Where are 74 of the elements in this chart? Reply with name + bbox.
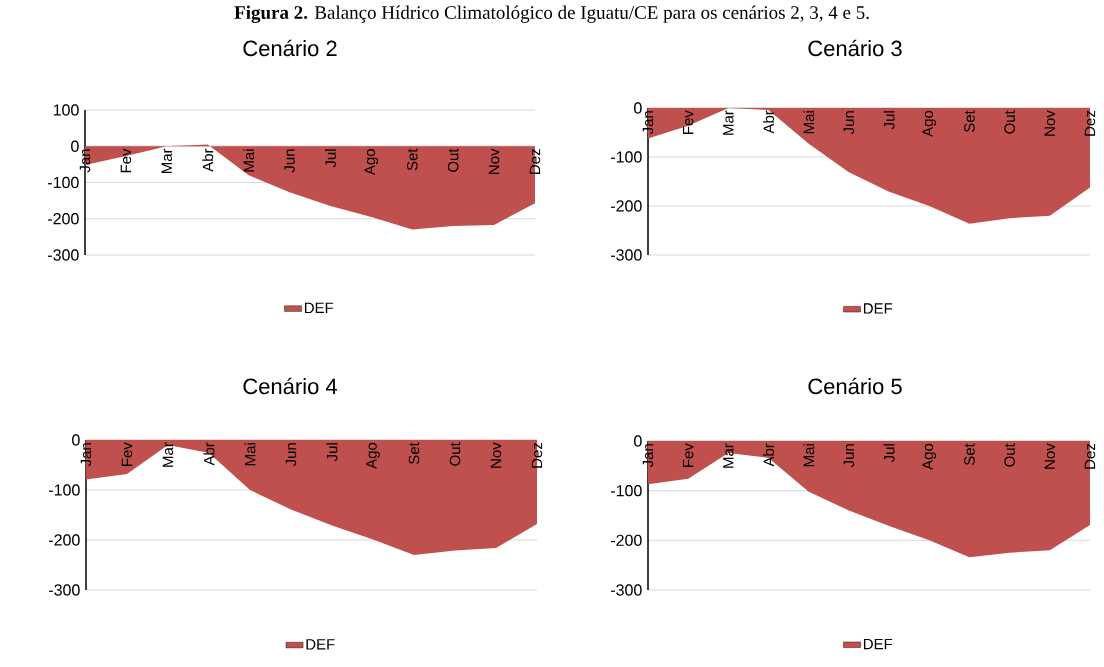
- x-tick-label: Mar: [162, 442, 174, 467]
- y-tick-label: 100: [53, 104, 79, 116]
- x-tick-label: Ago: [922, 443, 936, 470]
- x-tick-label: Jan: [79, 149, 91, 173]
- y-tick-label: -300: [48, 249, 79, 261]
- x-tick-label: Fev: [121, 442, 133, 466]
- y-tick-label: -100: [49, 484, 80, 496]
- chart-title: Cenário 3: [808, 39, 902, 57]
- y-tick-label: -100: [48, 176, 79, 189]
- y-tick-label: -300: [611, 249, 642, 261]
- x-tick-label: Abr: [203, 442, 215, 466]
- x-tick-label: Out: [1004, 110, 1015, 134]
- x-tick-label: Jun: [285, 443, 297, 467]
- y-tick-label: 0: [71, 140, 79, 152]
- x-tick-label: Ago: [922, 110, 936, 137]
- x-tick-label: Nov: [488, 148, 500, 174]
- x-tick-label: Abr: [763, 110, 775, 134]
- y-tick-label: -200: [611, 534, 642, 546]
- x-tick-label: Mai: [803, 111, 815, 134]
- chart-title: Cenário 5: [808, 377, 902, 395]
- x-tick-label: Dez: [529, 149, 541, 174]
- y-tick-label: 0: [634, 435, 642, 447]
- x-tick-label: Set: [408, 442, 420, 465]
- x-tick-label: Jan: [642, 111, 654, 135]
- y-tick-label: -200: [48, 213, 79, 225]
- x-tick-label: Jan: [642, 444, 654, 468]
- x-tick-label: Jun: [284, 149, 295, 173]
- x-tick-label: Dez: [531, 442, 543, 468]
- x-tick-label: Mar: [161, 148, 173, 174]
- x-tick-label: Fev: [682, 110, 694, 134]
- y-tick-label: -200: [49, 534, 80, 546]
- x-tick-label: Out: [449, 442, 461, 466]
- chart-title: Cenário 4: [243, 377, 338, 395]
- x-tick-label: Mai: [243, 149, 255, 172]
- legend-label: DEF: [304, 302, 334, 314]
- legend-label: DEF: [863, 638, 893, 650]
- y-tick-label: -100: [611, 151, 642, 163]
- x-tick-label: Jul: [883, 444, 895, 463]
- x-tick-label: Nov: [1044, 443, 1056, 469]
- text: Figura 2. Balanço Hídrico Climatológico de Iguatu/CE para os cenários 2, 3, 4 e 5.: [234, 5, 869, 23]
- x-tick-label: Ago: [366, 442, 380, 469]
- x-tick-label: Mai: [803, 444, 815, 467]
- legend-label: DEF: [863, 303, 893, 314]
- x-tick-label: Dez: [1084, 443, 1096, 469]
- x-tick-label: Set: [406, 148, 418, 171]
- x-tick-label: Jul: [324, 149, 336, 168]
- x-tick-label: Jun: [843, 111, 855, 135]
- x-tick-label: Nov: [490, 442, 502, 468]
- x-tick-label: Mai: [244, 443, 256, 466]
- x-tick-label: Ago: [364, 149, 379, 176]
- y-tick-label: -300: [611, 584, 642, 596]
- x-tick-label: Jun: [843, 444, 855, 468]
- x-tick-label: Set: [964, 110, 975, 133]
- x-tick-label: Fev: [120, 148, 132, 173]
- x-tick-label: Jul: [883, 111, 895, 130]
- x-tick-label: Jan: [80, 443, 92, 467]
- y-tick-label: -300: [49, 584, 80, 596]
- legend-label: DEF: [306, 639, 335, 650]
- x-tick-label: Jul: [326, 443, 338, 462]
- y-tick-label: 0: [634, 102, 642, 114]
- y-tick-label: -200: [611, 200, 642, 212]
- x-tick-label: Out: [447, 148, 459, 172]
- x-tick-label: Mar: [723, 110, 734, 135]
- x-tick-label: Abr: [763, 443, 775, 467]
- y-tick-label: -100: [611, 485, 642, 497]
- x-tick-label: Fev: [682, 443, 694, 467]
- x-tick-label: Abr: [202, 148, 214, 172]
- x-tick-label: Set: [964, 443, 975, 466]
- x-tick-label: Nov: [1044, 110, 1056, 136]
- y-tick-label: 0: [72, 434, 80, 446]
- x-tick-label: Dez: [1084, 110, 1096, 136]
- x-tick-label: Mar: [723, 443, 734, 468]
- chart-title: Cenário 2: [243, 39, 337, 57]
- x-tick-label: Out: [1004, 443, 1015, 467]
